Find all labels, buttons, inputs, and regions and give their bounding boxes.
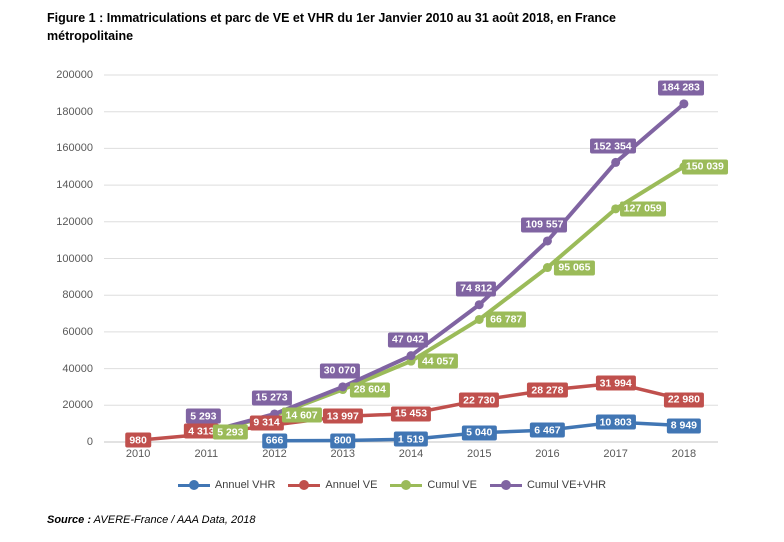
marker-cumul-ve-vhr-2017: [611, 157, 621, 167]
y-tick-label: 180000: [56, 105, 93, 118]
data-label-annuel-ve-2018: 22 980: [663, 392, 704, 408]
legend-marker-icon: [177, 480, 210, 490]
x-tick-label: 2013: [330, 448, 356, 460]
data-label-annuel-vhr-2016: 6 467: [530, 422, 565, 438]
y-tick-label: 100000: [56, 252, 93, 265]
y-tick-label: 60000: [62, 325, 93, 338]
marker-cumul-ve-vhr-2016: [542, 236, 552, 246]
x-tick-label: 2011: [194, 448, 219, 460]
y-tick-label: 160000: [56, 142, 93, 155]
source-note: Source : AVERE-France / AAA Data, 2018: [47, 514, 255, 526]
data-label-annuel-vhr-2014: 1 519: [393, 431, 429, 447]
data-label-annuel-ve-2016: 28 278: [527, 382, 568, 398]
marker-cumul-ve-2017: [611, 204, 621, 214]
data-label-cumul-ve-2014: 44 057: [417, 353, 459, 369]
data-label-annuel-vhr-2015: 5 040: [462, 425, 497, 441]
data-label-cumul-ve-2016: 95 065: [554, 260, 595, 276]
marker-cumul-ve-vhr-2018: [679, 99, 689, 109]
legend-label: Annuel VHR: [214, 479, 276, 491]
x-tick-label: 2017: [603, 448, 628, 460]
data-label-annuel-ve-2013: 13 997: [322, 408, 363, 424]
source-text: AVERE-France / AAA Data, 2018: [91, 514, 256, 526]
marker-cumul-ve-2015: [474, 314, 484, 324]
marker-cumul-ve-vhr-2013: [338, 382, 348, 392]
legend-label: Cumul VE: [427, 479, 477, 491]
data-label-cumul-ve-2018: 150 039: [681, 159, 728, 175]
y-tick-label: 140000: [56, 179, 93, 192]
y-tick-label: 200000: [56, 69, 93, 81]
x-tick-label: 2016: [535, 448, 560, 460]
data-label-annuel-vhr-2013: 800: [330, 433, 356, 449]
data-label-cumul-ve-vhr-2013: 30 070: [319, 363, 360, 379]
legend-marker-icon: [288, 480, 321, 490]
data-label-annuel-ve-2011: 4 313: [184, 423, 219, 439]
legend-item-annuel-vhr: Annuel VHR: [177, 479, 276, 491]
data-label-annuel-ve-2014: 15 453: [390, 406, 432, 422]
marker-cumul-ve-2016: [542, 263, 552, 273]
legend-item-cumul-ve: Cumul VE: [390, 479, 477, 491]
data-label-cumul-ve-2017: 127 059: [619, 201, 666, 217]
legend-label: Cumul VE+VHR: [526, 479, 607, 491]
data-label-cumul-ve-vhr-2018: 184 283: [657, 80, 704, 96]
x-tick-label: 2018: [671, 448, 697, 460]
x-tick-label: 2010: [125, 448, 151, 460]
y-tick-label: 120000: [56, 215, 93, 228]
marker-cumul-ve-vhr-2015: [474, 300, 484, 310]
legend-item-cumul-ve-vhr: Cumul VE+VHR: [489, 479, 607, 491]
figure-title: Figure 1 : Immatriculations et parc de V…: [47, 11, 616, 43]
legend-label: Annuel VE: [325, 479, 378, 491]
marker-cumul-ve-vhr-2014: [406, 351, 416, 361]
legend-marker-icon: [390, 480, 423, 490]
data-label-cumul-ve-vhr-2011: 5 293: [186, 408, 221, 424]
data-label-cumul-ve-2012: 14 607: [281, 407, 322, 423]
data-label-cumul-ve-vhr-2017: 152 354: [589, 138, 636, 154]
y-tick-label: 20000: [62, 399, 93, 412]
x-tick-label: 2015: [466, 448, 492, 460]
data-label-annuel-vhr-2012: 666: [261, 433, 288, 449]
data-label-cumul-ve-2013: 28 604: [349, 381, 390, 398]
data-label-cumul-ve-2011: 5 293: [213, 424, 248, 440]
data-label-cumul-ve-vhr-2012: 15 273: [251, 390, 292, 406]
data-label-annuel-ve-2017: 31 994: [595, 375, 636, 391]
chart-legend: Annuel VHR Annuel VE Cumul VE Cumul VE+VHR: [0, 479, 784, 491]
legend-item-annuel-ve: Annuel VE: [288, 479, 377, 491]
data-label-annuel-ve-2015: 22 730: [459, 392, 500, 408]
y-tick-label: 40000: [62, 362, 93, 375]
data-label-annuel-vhr-2017: 10 803: [595, 414, 636, 430]
data-label-cumul-ve-vhr-2015: 74 812: [456, 281, 497, 297]
x-tick-label: 2012: [262, 448, 287, 460]
data-label-cumul-ve-2015: 66 787: [486, 311, 527, 327]
data-label-cumul-ve-vhr-2014: 47 042: [387, 332, 429, 348]
data-label-annuel-vhr-2018: 8 949: [666, 418, 702, 434]
data-label-annuel-ve-2012: 9 314: [249, 415, 284, 431]
x-tick-label: 2014: [398, 448, 424, 460]
data-label-cumul-ve-vhr-2016: 109 557: [521, 217, 568, 233]
legend-marker-icon: [489, 480, 522, 490]
y-tick-label: 80000: [62, 289, 93, 302]
y-tick-label: 0: [86, 436, 93, 448]
data-label-annuel-ve-2010: 980: [125, 432, 151, 448]
source-label: Source :: [47, 514, 92, 526]
